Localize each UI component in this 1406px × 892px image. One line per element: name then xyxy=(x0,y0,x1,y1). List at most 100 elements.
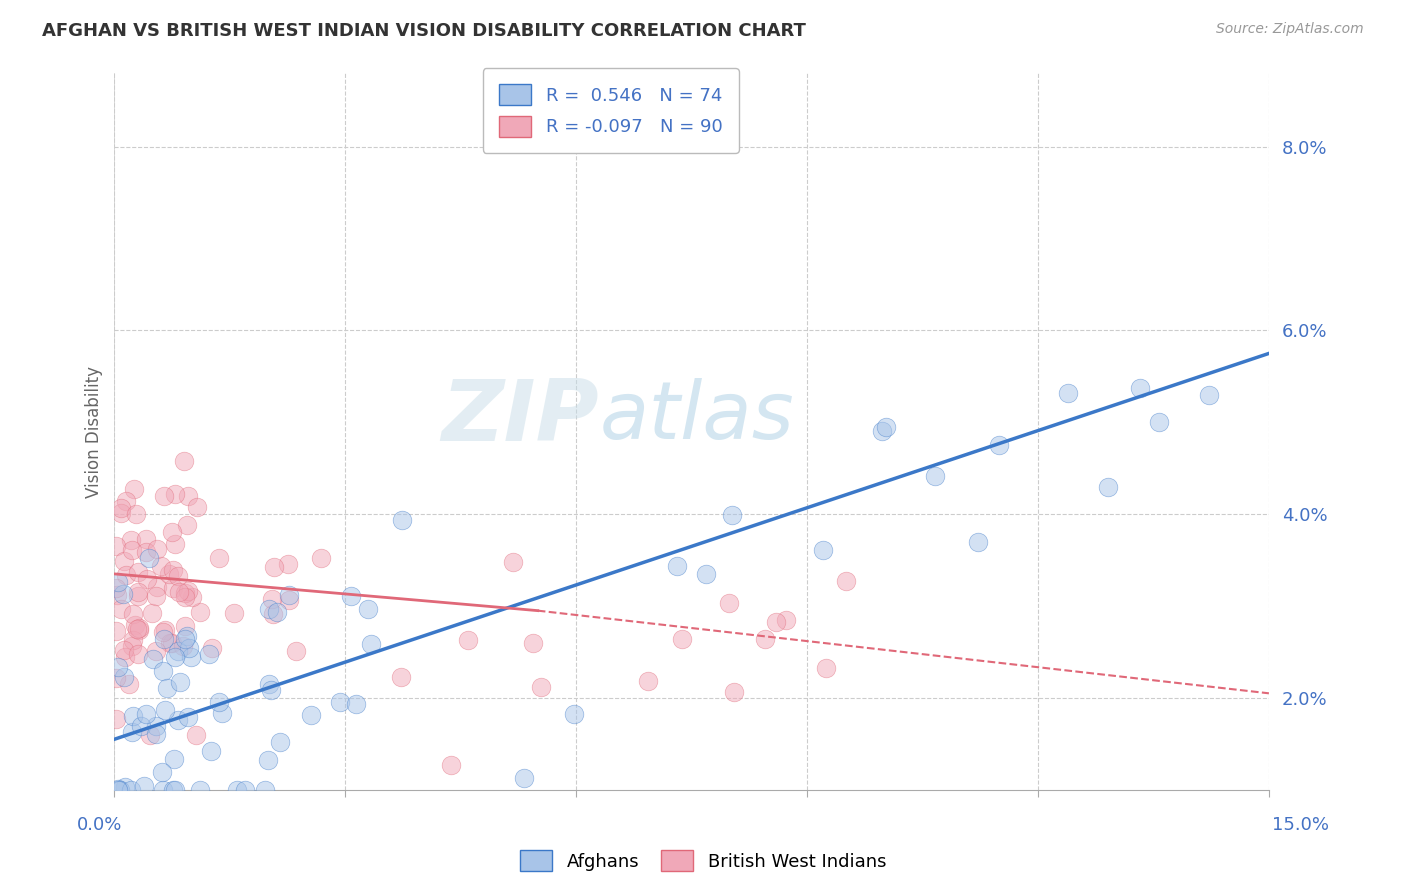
Point xyxy=(177,640,200,655)
Point xyxy=(1057,385,1080,400)
Point xyxy=(233,782,256,797)
Text: Source: ZipAtlas.com: Source: ZipAtlas.com xyxy=(1216,22,1364,37)
Point xyxy=(875,419,897,434)
Point xyxy=(163,782,186,797)
Point xyxy=(112,587,135,601)
Point xyxy=(440,757,463,772)
Point xyxy=(637,673,659,688)
Point xyxy=(139,729,162,743)
Point xyxy=(112,554,135,568)
Point xyxy=(159,636,181,650)
Point xyxy=(121,724,143,739)
Point xyxy=(695,566,717,581)
Point xyxy=(121,639,143,653)
Point xyxy=(121,633,143,648)
Point xyxy=(269,735,291,749)
Point xyxy=(163,650,186,665)
Point xyxy=(121,708,143,723)
Point xyxy=(176,629,198,643)
Point xyxy=(277,593,299,607)
Point xyxy=(135,532,157,546)
Point xyxy=(200,744,222,758)
Point xyxy=(121,543,143,558)
Point xyxy=(177,583,200,598)
Point xyxy=(107,574,129,589)
Point xyxy=(125,507,148,521)
Text: AFGHAN VS BRITISH WEST INDIAN VISION DISABILITY CORRELATION CHART: AFGHAN VS BRITISH WEST INDIAN VISION DIS… xyxy=(42,22,806,40)
Point xyxy=(105,581,128,595)
Point xyxy=(162,581,184,595)
Point xyxy=(666,559,689,574)
Point xyxy=(114,780,136,795)
Point xyxy=(177,710,200,724)
Point xyxy=(811,543,834,558)
Legend: R =  0.546   N = 74, R = -0.097   N = 90: R = 0.546 N = 74, R = -0.097 N = 90 xyxy=(482,68,740,153)
Point xyxy=(253,782,276,797)
Point xyxy=(211,706,233,721)
Point xyxy=(150,558,173,573)
Point xyxy=(174,585,197,599)
Text: 15.0%: 15.0% xyxy=(1271,816,1329,834)
Point xyxy=(169,584,191,599)
Point xyxy=(112,670,135,684)
Point xyxy=(391,513,413,527)
Point xyxy=(257,753,280,767)
Point xyxy=(124,618,146,632)
Point xyxy=(135,545,157,559)
Point xyxy=(188,782,211,797)
Point xyxy=(127,566,149,580)
Point xyxy=(299,707,322,722)
Point xyxy=(115,568,138,582)
Point xyxy=(145,589,167,603)
Point xyxy=(357,601,380,615)
Point xyxy=(174,632,197,646)
Point xyxy=(186,500,208,514)
Point xyxy=(190,605,212,619)
Point xyxy=(138,551,160,566)
Point xyxy=(165,487,187,501)
Point xyxy=(152,664,174,678)
Point xyxy=(104,624,127,639)
Point xyxy=(172,639,194,653)
Point xyxy=(277,589,299,603)
Point xyxy=(1198,388,1220,402)
Point xyxy=(160,524,183,539)
Point xyxy=(457,632,479,647)
Point xyxy=(226,782,249,797)
Point xyxy=(122,482,145,496)
Point xyxy=(157,567,180,582)
Point xyxy=(967,534,990,549)
Point xyxy=(181,591,204,605)
Point xyxy=(127,584,149,599)
Point xyxy=(160,635,183,649)
Point xyxy=(262,607,284,622)
Point xyxy=(522,636,544,650)
Point xyxy=(169,674,191,689)
Point xyxy=(530,680,553,694)
Point xyxy=(208,550,231,565)
Point xyxy=(1147,415,1170,429)
Point xyxy=(135,707,157,722)
Point xyxy=(142,652,165,666)
Point xyxy=(513,772,536,786)
Point xyxy=(121,607,143,622)
Point xyxy=(1097,480,1119,494)
Point xyxy=(110,602,132,616)
Point xyxy=(167,644,190,658)
Point xyxy=(723,684,745,698)
Point xyxy=(754,632,776,646)
Point xyxy=(167,713,190,727)
Point xyxy=(104,539,127,553)
Point xyxy=(924,469,946,483)
Point xyxy=(277,557,299,571)
Point xyxy=(128,623,150,637)
Point xyxy=(329,695,352,709)
Point xyxy=(224,606,246,620)
Point xyxy=(173,590,195,604)
Point xyxy=(145,719,167,733)
Point xyxy=(118,677,141,691)
Point xyxy=(177,489,200,503)
Point xyxy=(152,782,174,797)
Point xyxy=(173,454,195,468)
Point xyxy=(721,508,744,523)
